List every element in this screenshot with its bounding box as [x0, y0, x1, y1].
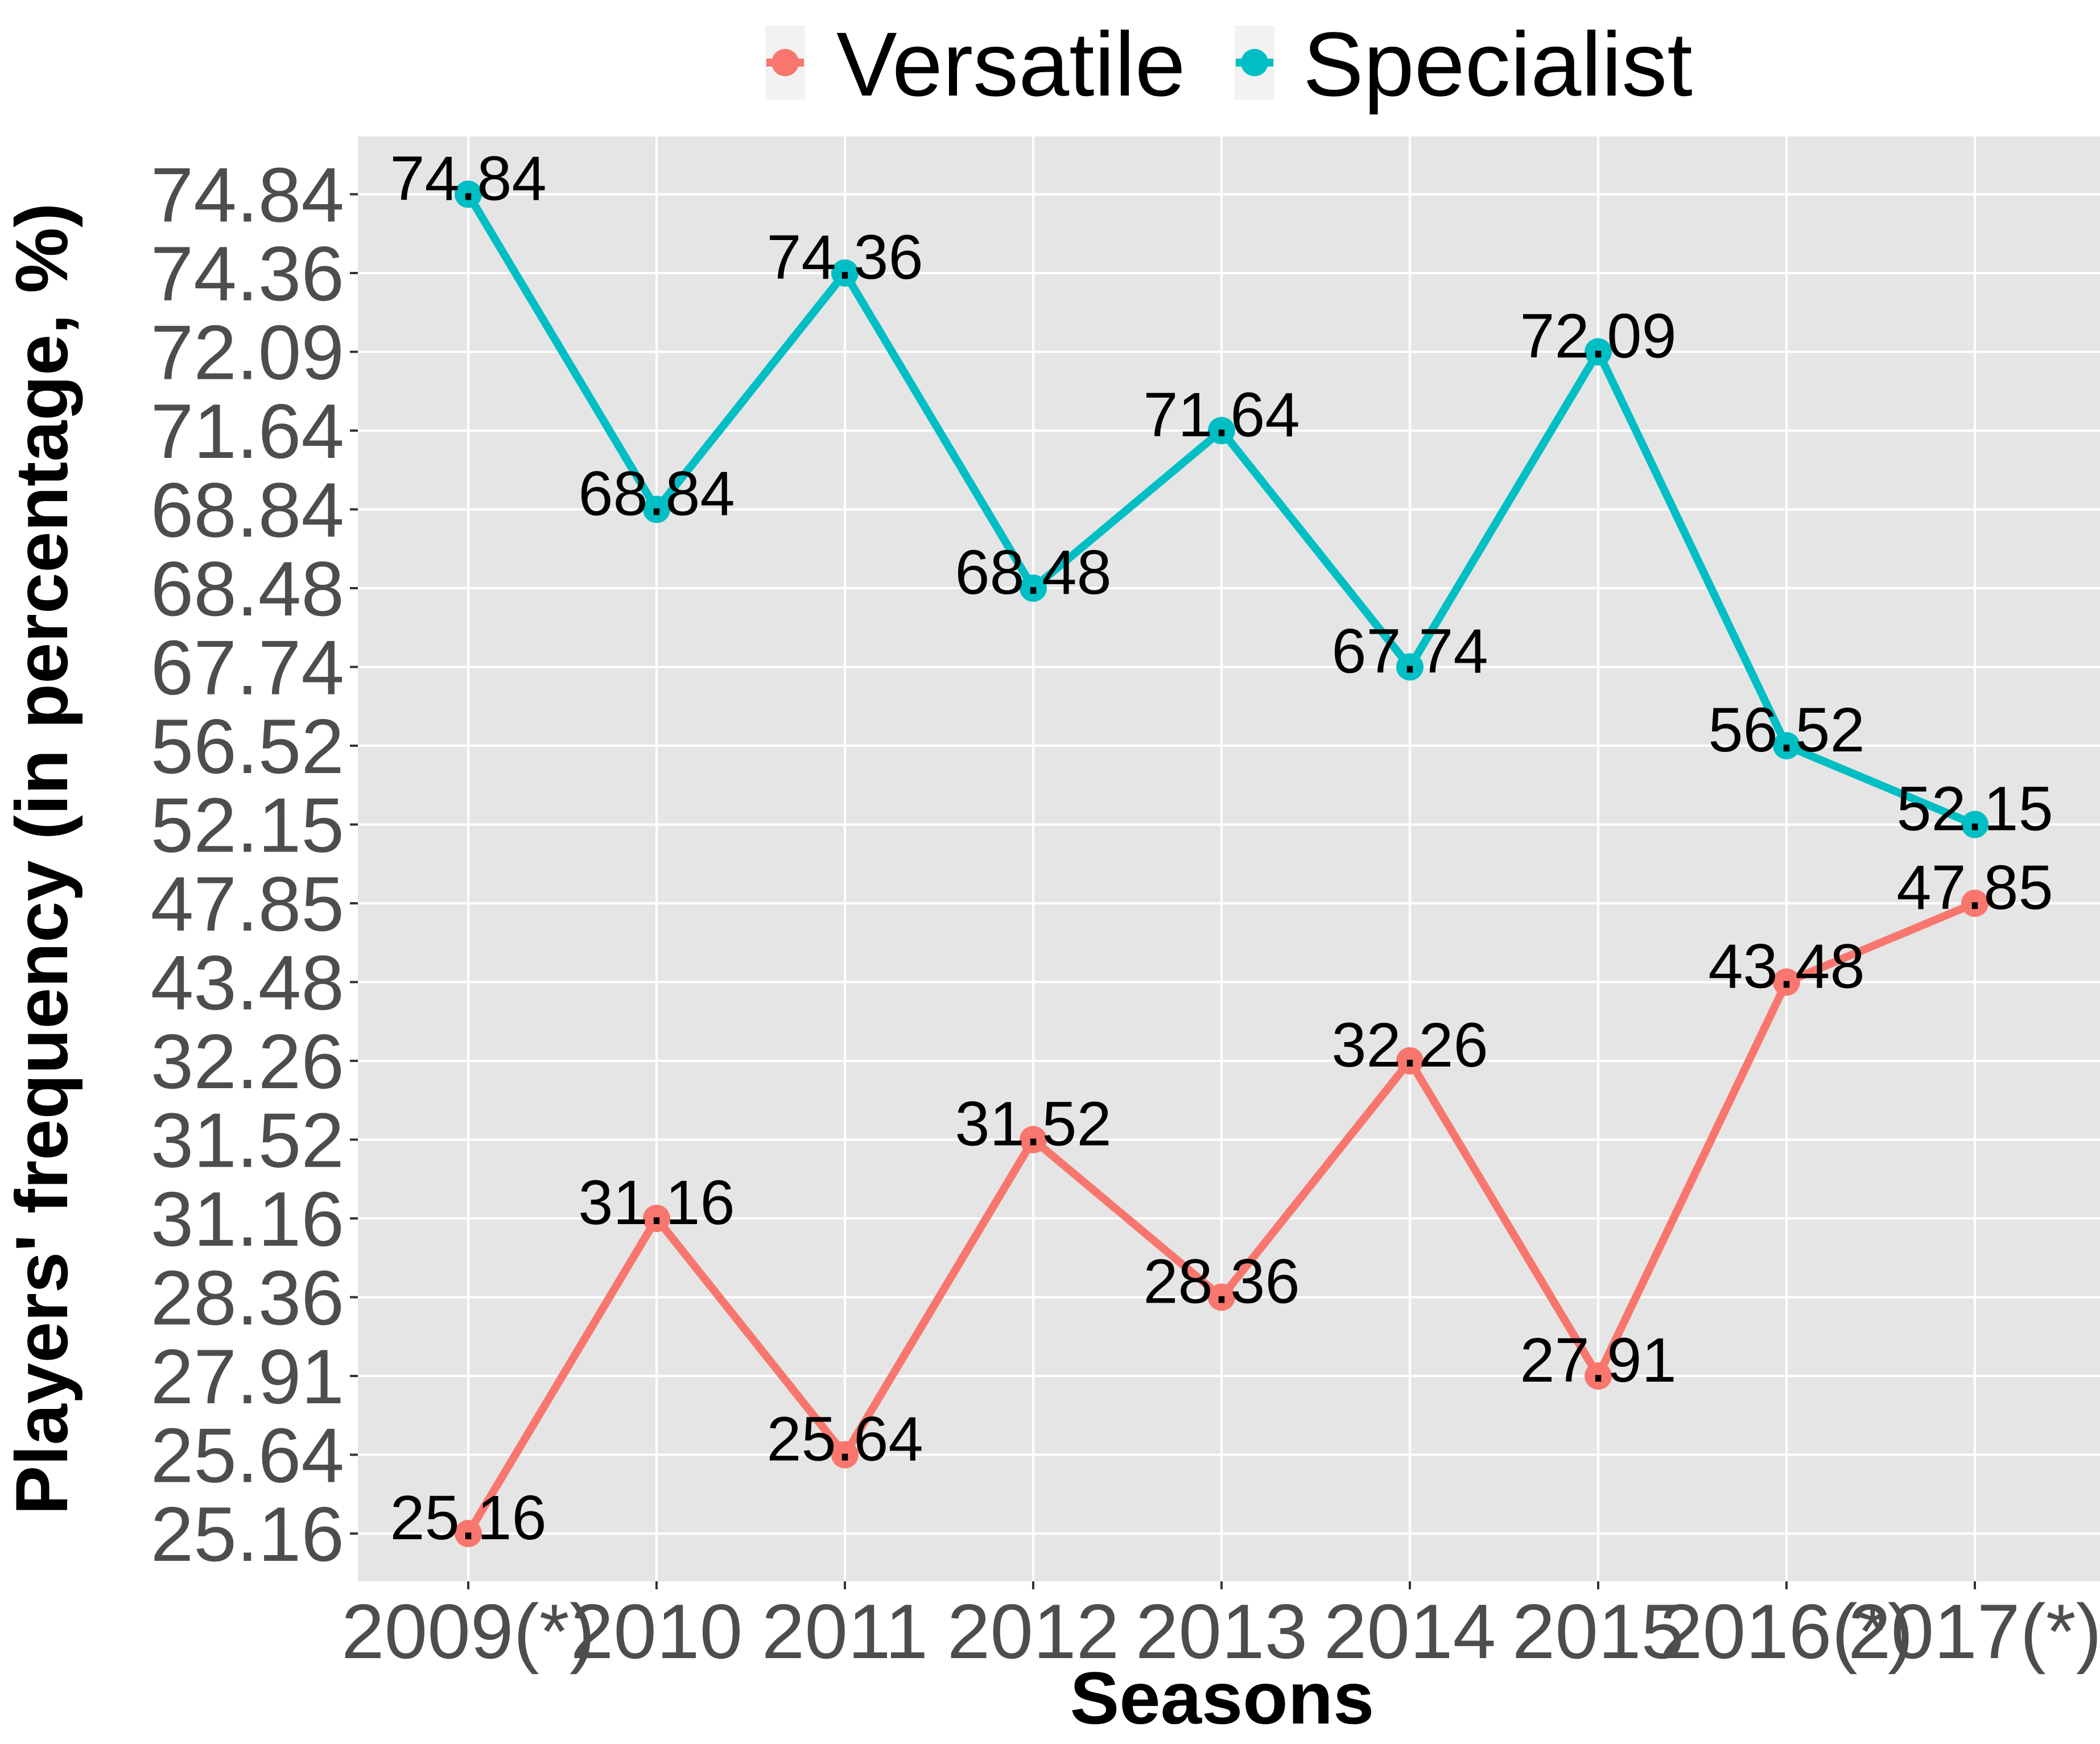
x-tick-label: 2009(*): [341, 1588, 595, 1675]
y-tick-label: 31.16: [151, 1176, 344, 1262]
x-tick-label: 2017(*): [1848, 1588, 2100, 1675]
y-axis-title: Players' frequency (in percentage, %): [0, 203, 83, 1515]
x-axis-tick-labels: 2009(*)2010 2011 2012 2013 2014 20152016(*)20…: [341, 1588, 2100, 1675]
data-point-specialist: [643, 495, 670, 523]
y-tick-label: 67.74: [151, 625, 344, 711]
data-label-versatile: 31.52: [955, 1089, 1111, 1159]
y-tick-label: 74.84: [151, 152, 344, 238]
x-tick-label: 2011: [762, 1588, 928, 1675]
plot-panel: [358, 137, 2100, 1581]
x-tick-label: 2012: [947, 1588, 1120, 1675]
data-label-specialist: 71.64: [1143, 380, 1299, 450]
axis-ticks: [350, 193, 1976, 1589]
data-label-specialist: 72.09: [1520, 301, 1676, 371]
y-tick-label: 72.09: [151, 309, 344, 396]
y-tick-label: 32.26: [151, 1018, 344, 1105]
legend-label-specialist: Specialist: [1303, 13, 1693, 115]
data-point-versatile: [1585, 1362, 1612, 1390]
data-label-versatile: 25.64: [766, 1404, 923, 1474]
data-label-versatile: 27.91: [1520, 1325, 1676, 1395]
data-label-specialist: 67.74: [1331, 617, 1488, 687]
data-point-versatile: [1961, 890, 1988, 917]
data-point-versatile: [1396, 1047, 1424, 1074]
legend-key-specialist-point: [1241, 49, 1268, 76]
y-tick-label: 27.91: [151, 1333, 344, 1420]
legend: Versatile Specialist: [765, 13, 1693, 115]
x-tick-label: 2010: [571, 1588, 743, 1675]
data-label-versatile: 25.16: [390, 1483, 546, 1553]
data-point-versatile: [455, 1520, 482, 1547]
data-label-specialist: 52.15: [1896, 774, 2053, 844]
data-point-specialist: [1396, 653, 1424, 681]
data-label-specialist: 74.84: [390, 144, 546, 214]
y-tick-label: 56.52: [151, 703, 344, 790]
y-tick-label: 25.64: [151, 1412, 344, 1499]
data-point-versatile: [1208, 1283, 1235, 1311]
data-point-specialist: [1208, 417, 1235, 444]
legend-label-versatile: Versatile: [836, 13, 1186, 115]
y-tick-label: 31.52: [151, 1097, 344, 1184]
y-tick-label: 71.64: [151, 388, 344, 474]
data-point-specialist: [1020, 575, 1047, 602]
y-tick-label: 25.16: [151, 1491, 344, 1577]
y-tick-label: 68.84: [151, 467, 344, 553]
data-point-specialist: [1961, 811, 1988, 838]
data-point-versatile: [1020, 1126, 1047, 1154]
x-axis-title: Seasons: [1070, 1656, 1375, 1739]
y-tick-label: 43.48: [151, 940, 344, 1026]
data-point-versatile: [1773, 968, 1800, 996]
data-label-versatile: 28.36: [1143, 1247, 1299, 1317]
y-tick-label: 28.36: [151, 1255, 344, 1341]
data-label-versatile: 47.85: [1896, 853, 2053, 923]
y-axis-tick-labels: 25.1625.6427.9128.3631.1631.5232.2643.48…: [151, 152, 344, 1578]
data-point-specialist: [1773, 732, 1800, 759]
data-label-versatile: 31.16: [578, 1168, 735, 1238]
data-point-versatile: [831, 1441, 859, 1469]
legend-key-versatile-point: [771, 49, 799, 76]
data-point-versatile: [643, 1205, 670, 1232]
data-point-specialist: [455, 180, 482, 208]
data-label-specialist: 56.52: [1708, 695, 1864, 765]
y-tick-label: 52.15: [151, 782, 344, 869]
x-tick-label: 2016(*): [1660, 1588, 1913, 1675]
y-tick-label: 68.48: [151, 545, 344, 632]
series-layer: [455, 180, 1988, 1547]
y-tick-label: 47.85: [151, 861, 344, 947]
data-labels: 25.16 31.16 25.64 31.52 28.36 32.26 27.91 43.48…: [390, 144, 2053, 1553]
data-label-specialist: 74.36: [766, 222, 923, 292]
data-point-specialist: [1585, 338, 1612, 366]
data-label-versatile: 32.26: [1331, 1010, 1488, 1080]
x-tick-label: 2015: [1512, 1588, 1685, 1675]
data-point-specialist: [831, 259, 859, 287]
data-label-specialist: 68.84: [578, 459, 735, 529]
x-tick-label: 2013: [1136, 1588, 1308, 1675]
x-tick-label: 2014: [1324, 1588, 1496, 1675]
y-tick-label: 74.36: [151, 230, 344, 317]
data-label-specialist: 68.48: [955, 538, 1111, 607]
data-label-versatile: 43.48: [1708, 932, 1864, 1002]
